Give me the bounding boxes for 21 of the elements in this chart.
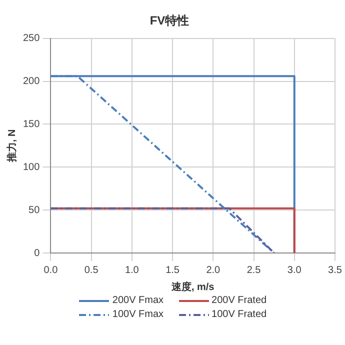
x-tick-label: 0.0 (44, 264, 58, 276)
y-tick-label: 250 (22, 33, 40, 44)
x-tick-label: 2.5 (246, 264, 262, 276)
x-axis-title: 速度, m/s (170, 280, 215, 293)
legend-label: 100V Fmax (112, 309, 164, 320)
legend-label: 200V Fmax (112, 295, 164, 306)
y-tick-label: 150 (22, 118, 40, 130)
x-tick-label: 2.0 (206, 264, 221, 276)
legend-label: 100V Frated (212, 309, 267, 320)
x-tick-label: 1.5 (166, 264, 180, 276)
legend-label: 200V Frated (212, 295, 267, 306)
x-tick-label: 3.0 (287, 264, 302, 276)
chart-title: FV特性 (150, 14, 190, 28)
y-tick-label: 50 (28, 204, 40, 216)
y-tick-label: 100 (22, 162, 40, 173)
x-tick-label: 1.0 (124, 264, 140, 276)
y-tick-label: 0 (34, 248, 40, 259)
x-tick-label: 0.5 (84, 264, 99, 276)
y-tick-label: 200 (22, 76, 40, 88)
y-axis-title: 推力, N (6, 129, 18, 164)
x-tick-label: 3.5 (328, 264, 342, 276)
